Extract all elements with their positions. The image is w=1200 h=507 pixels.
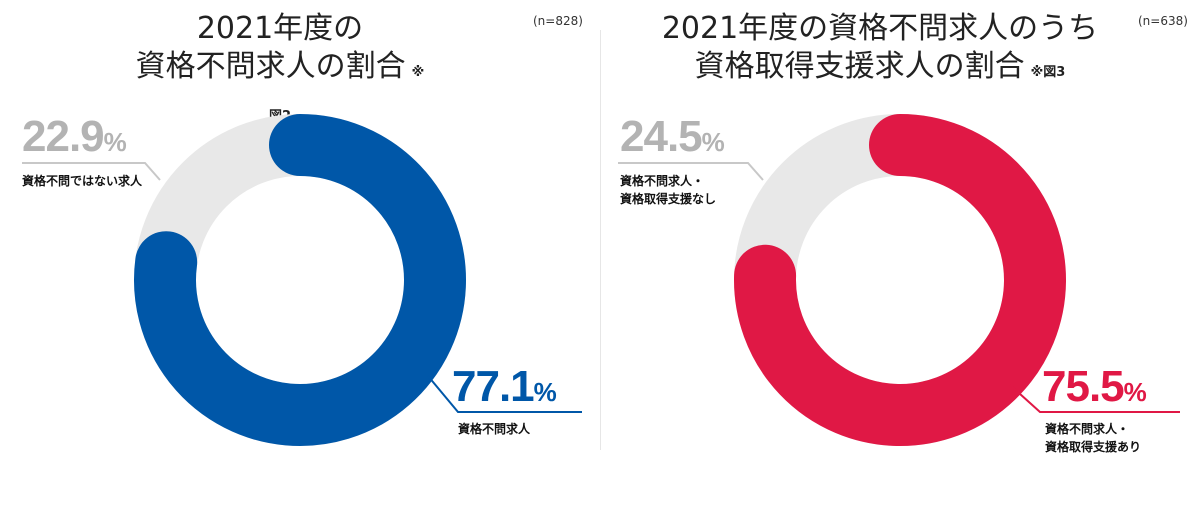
donut-arcs: [734, 114, 1066, 446]
sample-size-label: (n=828): [533, 14, 583, 28]
donut-segment-primary: [734, 114, 1066, 446]
primary-percent: 75.5%: [1042, 362, 1147, 411]
donut-segment-primary: [134, 114, 466, 446]
leader-line-secondary: [22, 162, 161, 181]
donut-chart: [22, 114, 582, 446]
chart-title-line1: 2021年度の: [196, 11, 364, 46]
chart-title-line2: 資格取得支援求人の割合: [694, 49, 1025, 84]
primary-percent: 77.1%: [452, 362, 557, 411]
chart-title-line1: 2021年度の資格不問求人のうち: [661, 11, 1099, 46]
panel-divider: [600, 30, 601, 450]
chart-title: 2021年度の 資格不問求人の割合 ※図2: [130, 10, 430, 136]
sample-size-label: (n=638): [1138, 14, 1188, 28]
secondary-percent: 22.9%: [22, 112, 127, 161]
chart-title-line2: 資格不問求人の割合: [135, 49, 406, 84]
chart-title: 2021年度の資格不問求人のうち 資格取得支援求人の割合 ※図3: [620, 10, 1140, 92]
donut-arcs: [134, 114, 466, 446]
leader-line-secondary: [618, 162, 764, 181]
chart-note: ※図3: [1030, 65, 1066, 80]
leader-line-primary: [1009, 384, 1180, 413]
leader-line-primary: [427, 375, 582, 413]
secondary-category-label: 資格不問求人・ 資格取得支援なし: [620, 174, 717, 206]
donut-chart: [618, 114, 1180, 446]
primary-category-label: 資格不問求人・ 資格取得支援あり: [1045, 422, 1142, 454]
secondary-percent: 24.5%: [620, 112, 725, 161]
chart-panel-left: 2021年度の 資格不問求人の割合 ※図2 (n=828) 22.9% 資格不問で…: [22, 10, 583, 446]
secondary-category-label: 資格不問ではない求人: [22, 174, 143, 188]
chart-panel-right: 2021年度の資格不問求人のうち 資格取得支援求人の割合 ※図3 (n=638) …: [600, 0, 1200, 507]
primary-category-label: 資格不問求人: [458, 422, 531, 436]
